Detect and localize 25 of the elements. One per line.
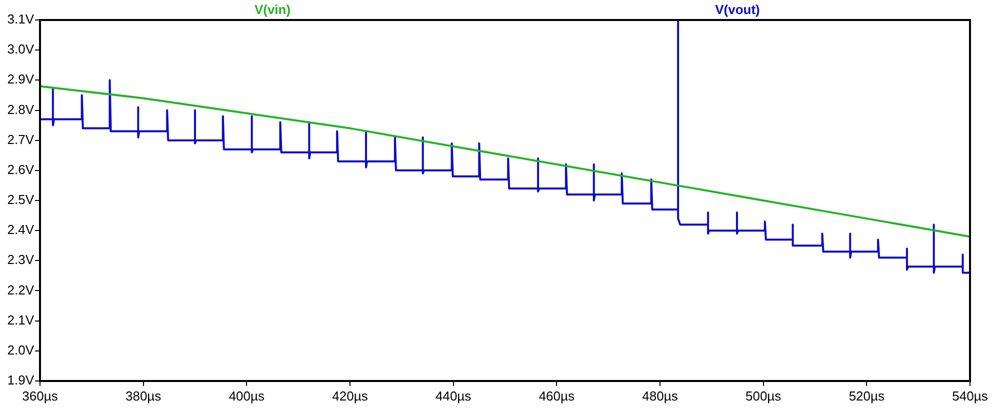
x-tick-label: 360µs [22, 388, 58, 404]
y-tick-label: 2.1V [7, 312, 34, 328]
x-tick-label: 460µs [538, 388, 576, 404]
y-tick-label: 3.1V [7, 12, 34, 27]
x-tick-label: 400µs [228, 388, 266, 404]
text: V(vout) [715, 2, 760, 18]
y-tick-label: 3.0V [7, 42, 34, 57]
x-tick-label: 480µs [642, 388, 678, 404]
y-tick-label: 1.9V [7, 372, 34, 388]
x-tick-label: 440µs [435, 388, 472, 404]
x-tick-label: 380µs [125, 388, 162, 404]
y-tick-label: 2.7V [7, 132, 34, 147]
x-tick-label: 520µs [848, 388, 886, 404]
x-tick-label: 500µs [745, 388, 782, 404]
y-tick-label: 2.3V [7, 252, 34, 268]
x-tick-label: 420µs [332, 388, 368, 404]
y-tick-label: 2.8V [7, 102, 34, 117]
y-tick-label: 2.6V [7, 162, 34, 177]
text: V(vin) [254, 2, 291, 18]
y-tick-label: 2.9V [7, 72, 34, 87]
y-tick-label: 2.4V [7, 222, 34, 238]
x-tick-label: 540µs [952, 388, 988, 404]
y-tick-label: 2.2V [7, 282, 34, 298]
y-tick-label: 2.0V [7, 342, 34, 358]
y-tick-label: 2.5V [7, 192, 34, 208]
